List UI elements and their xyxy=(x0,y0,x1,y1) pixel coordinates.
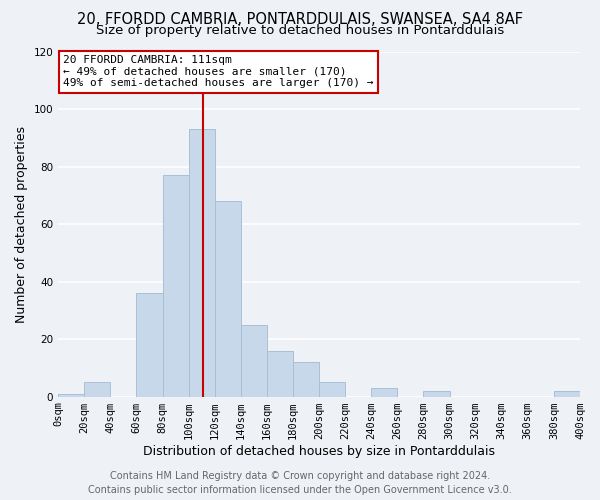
Bar xyxy=(136,293,163,397)
X-axis label: Distribution of detached houses by size in Pontarddulais: Distribution of detached houses by size … xyxy=(143,444,495,458)
Bar xyxy=(241,324,267,396)
Bar xyxy=(163,175,188,396)
Bar xyxy=(424,391,449,396)
Bar xyxy=(58,394,84,396)
Text: 20, FFORDD CAMBRIA, PONTARDDULAIS, SWANSEA, SA4 8AF: 20, FFORDD CAMBRIA, PONTARDDULAIS, SWANS… xyxy=(77,12,523,28)
Bar xyxy=(215,201,241,396)
Bar xyxy=(319,382,345,396)
Text: Size of property relative to detached houses in Pontarddulais: Size of property relative to detached ho… xyxy=(96,24,504,37)
Bar xyxy=(293,362,319,396)
Text: Contains HM Land Registry data © Crown copyright and database right 2024.
Contai: Contains HM Land Registry data © Crown c… xyxy=(88,471,512,495)
Bar xyxy=(267,350,293,397)
Bar xyxy=(188,129,215,396)
Text: 20 FFORDD CAMBRIA: 111sqm
← 49% of detached houses are smaller (170)
49% of semi: 20 FFORDD CAMBRIA: 111sqm ← 49% of detac… xyxy=(64,55,374,88)
Bar xyxy=(371,388,397,396)
Y-axis label: Number of detached properties: Number of detached properties xyxy=(15,126,28,322)
Bar xyxy=(84,382,110,396)
Bar xyxy=(554,391,580,396)
